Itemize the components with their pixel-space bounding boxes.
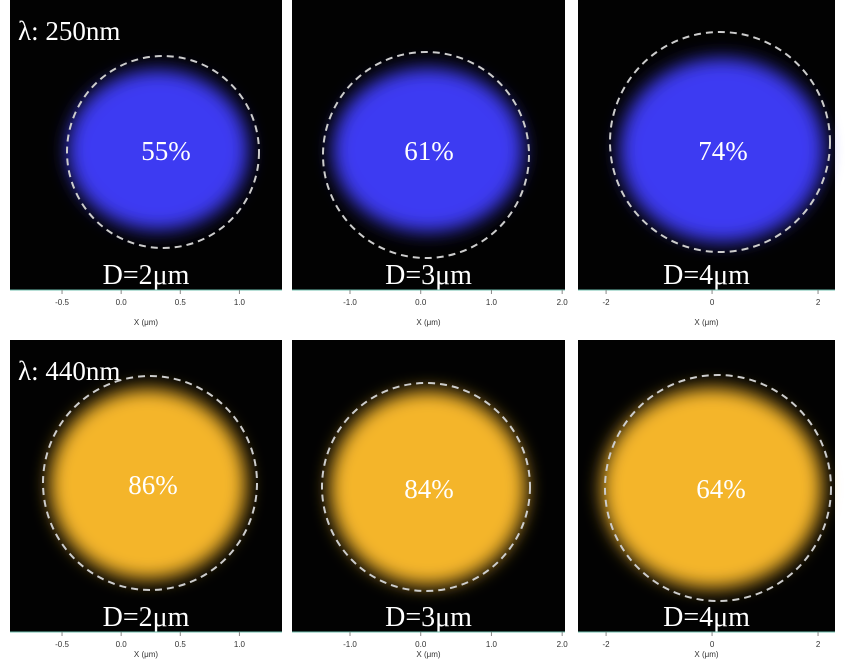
- x-axis-label: X (μm): [694, 318, 718, 327]
- percentage: 61%: [404, 136, 454, 166]
- x-tick-label: 2.0: [557, 298, 569, 307]
- percentage: 64%: [696, 474, 746, 504]
- diameter-label: D=3μm: [385, 602, 472, 633]
- x-tick-label: 0.5: [175, 640, 187, 649]
- percentage: 55%: [141, 136, 191, 166]
- percentage: 84%: [404, 474, 454, 504]
- diameter-label: D=3μm: [385, 260, 472, 291]
- x-axis-label: X (μm): [134, 650, 158, 659]
- x-axis-label: X (μm): [416, 318, 440, 327]
- figure: 55% D=2μm λ: 250nm -0.5 0.0 0.5 1.0 X (μm) 61% D=…: [0, 0, 845, 659]
- x-tick-label: 1.0: [486, 640, 498, 649]
- diameter-label: D=2μm: [103, 602, 190, 633]
- x-tick-label: 1.0: [234, 298, 246, 307]
- diameter-label: D=2μm: [103, 260, 190, 291]
- x-tick-label: 0.0: [415, 298, 427, 307]
- x-tick-label: 1.0: [486, 298, 498, 307]
- x-tick-label: 0.5: [175, 298, 187, 307]
- x-tick-label: -1.0: [343, 640, 357, 649]
- x-tick-label: 0: [710, 640, 715, 649]
- row-label: λ: 440nm: [18, 356, 120, 386]
- x-tick-label: -1.0: [343, 298, 357, 307]
- x-tick-label: 0.0: [116, 298, 128, 307]
- x-tick-label: -0.5: [55, 298, 69, 307]
- percentage: 74%: [698, 136, 748, 166]
- x-tick-label: 2: [816, 640, 821, 649]
- x-tick-label: 2.0: [557, 640, 569, 649]
- x-axis-label: X (μm): [694, 650, 718, 659]
- x-tick-label: 0: [710, 298, 715, 307]
- x-tick-label: 1.0: [234, 640, 246, 649]
- percentage: 86%: [128, 470, 178, 500]
- x-tick-label: -0.5: [55, 640, 69, 649]
- x-axis-label: X (μm): [416, 650, 440, 659]
- row-label: λ: 250nm: [18, 16, 120, 46]
- diameter-label: D=4μm: [663, 602, 750, 633]
- diameter-label: D=4μm: [663, 260, 750, 291]
- x-tick-label: 0.0: [116, 640, 128, 649]
- x-tick-label: -2: [603, 298, 611, 307]
- x-axis-label: X (μm): [134, 318, 158, 327]
- x-tick-label: 0.0: [415, 640, 427, 649]
- x-tick-label: 2: [816, 298, 821, 307]
- x-tick-label: -2: [603, 640, 611, 649]
